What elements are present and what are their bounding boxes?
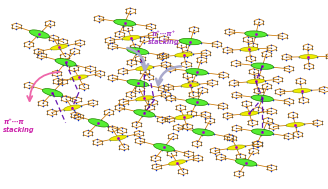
Ellipse shape: [110, 135, 127, 141]
Ellipse shape: [252, 95, 273, 101]
Ellipse shape: [299, 55, 317, 59]
Ellipse shape: [236, 159, 256, 166]
Ellipse shape: [122, 36, 140, 40]
Ellipse shape: [227, 145, 245, 150]
FancyArrowPatch shape: [27, 72, 60, 101]
Ellipse shape: [64, 105, 81, 110]
Ellipse shape: [240, 47, 258, 51]
Ellipse shape: [42, 89, 63, 97]
Ellipse shape: [135, 66, 153, 70]
Ellipse shape: [154, 144, 174, 151]
Ellipse shape: [136, 96, 153, 101]
Ellipse shape: [134, 110, 155, 117]
Ellipse shape: [186, 99, 208, 105]
Ellipse shape: [247, 79, 265, 84]
Text: π⁺⋯π⁺
stacking: π⁺⋯π⁺ stacking: [148, 31, 180, 45]
Ellipse shape: [252, 129, 273, 136]
Ellipse shape: [114, 19, 135, 26]
Ellipse shape: [169, 160, 186, 165]
Ellipse shape: [186, 69, 208, 75]
Ellipse shape: [70, 75, 87, 80]
Ellipse shape: [127, 80, 148, 87]
Ellipse shape: [251, 63, 274, 69]
Ellipse shape: [293, 89, 311, 93]
Ellipse shape: [88, 119, 109, 127]
Text: π⁺⋯π
stacking: π⁺⋯π stacking: [3, 119, 35, 133]
Ellipse shape: [29, 30, 50, 38]
Ellipse shape: [51, 45, 68, 50]
Ellipse shape: [245, 31, 267, 37]
Ellipse shape: [175, 115, 193, 119]
Ellipse shape: [240, 111, 258, 116]
Ellipse shape: [55, 59, 76, 66]
Ellipse shape: [193, 129, 214, 136]
Ellipse shape: [286, 122, 304, 127]
Ellipse shape: [179, 38, 201, 45]
FancyArrowPatch shape: [127, 48, 148, 70]
Ellipse shape: [175, 53, 193, 57]
Ellipse shape: [127, 48, 149, 54]
Ellipse shape: [181, 83, 199, 87]
FancyArrowPatch shape: [156, 66, 181, 85]
